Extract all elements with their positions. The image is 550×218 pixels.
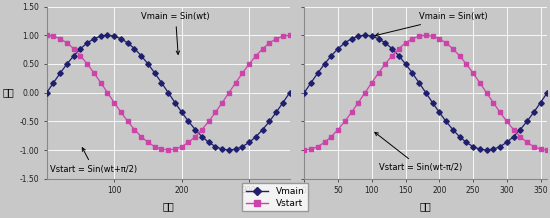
Text: Vmain = Sin(wt): Vmain = Sin(wt) bbox=[141, 12, 210, 54]
Y-axis label: 電壓: 電壓 bbox=[2, 88, 14, 98]
Text: Vstart = Sin(wt+π/2): Vstart = Sin(wt+π/2) bbox=[50, 148, 138, 174]
Text: Vstart = Sin(wt-π/2): Vstart = Sin(wt-π/2) bbox=[375, 132, 462, 172]
X-axis label: 頻率: 頻率 bbox=[162, 201, 174, 211]
Text: Vmain = Sin(wt): Vmain = Sin(wt) bbox=[376, 12, 488, 36]
Legend: Vmain, Vstart: Vmain, Vstart bbox=[242, 183, 308, 211]
X-axis label: 頻率: 頻率 bbox=[420, 201, 432, 211]
